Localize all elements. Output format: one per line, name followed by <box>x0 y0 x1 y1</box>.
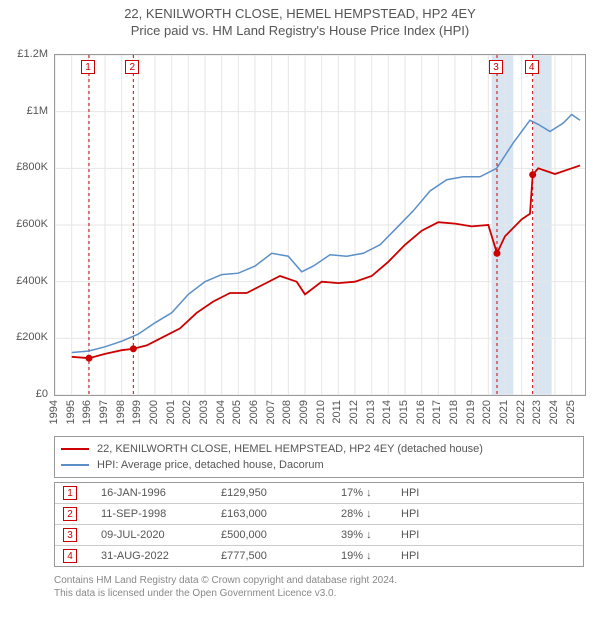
x-tick-label: 2001 <box>165 400 177 424</box>
x-tick-label: 2005 <box>231 400 243 424</box>
table-price: £500,000 <box>221 529 341 541</box>
x-tick-label: 2006 <box>248 400 260 424</box>
table-hpi-label: HPI <box>401 487 419 499</box>
x-tick-label: 2016 <box>415 400 427 424</box>
x-tick-label: 2004 <box>215 400 227 424</box>
x-tick-label: 2021 <box>498 400 510 424</box>
x-tick-label: 1996 <box>81 400 93 424</box>
x-tick-label: 2013 <box>365 400 377 424</box>
x-tick-label: 2011 <box>331 400 343 424</box>
y-tick-label: £1.2M <box>2 48 48 60</box>
x-tick-label: 2019 <box>465 400 477 424</box>
table-pct: 17% ↓ <box>341 487 401 499</box>
x-tick-label: 2022 <box>515 400 527 424</box>
table-pct: 28% ↓ <box>341 508 401 520</box>
legend-item: 22, KENILWORTH CLOSE, HEMEL HEMPSTEAD, H… <box>61 441 577 457</box>
x-tick-label: 2009 <box>298 400 310 424</box>
footer-line-2: This data is licensed under the Open Gov… <box>54 587 397 600</box>
table-date: 09-JUL-2020 <box>101 529 221 541</box>
table-marker: 1 <box>63 486 77 500</box>
legend-swatch <box>61 464 89 466</box>
table-row: 3 09-JUL-2020£500,00039% ↓HPI <box>55 524 583 545</box>
x-tick-label: 2025 <box>565 400 577 424</box>
x-tick-label: 1999 <box>131 400 143 424</box>
table-row: 4 31-AUG-2022£777,50019% ↓HPI <box>55 545 583 566</box>
table-date: 11-SEP-1998 <box>101 508 221 520</box>
legend-item: HPI: Average price, detached house, Daco… <box>61 457 577 473</box>
x-tick-label: 2007 <box>265 400 277 424</box>
transaction-marker: 1 <box>81 60 95 74</box>
footer-line-1: Contains HM Land Registry data © Crown c… <box>54 574 397 587</box>
table-hpi-label: HPI <box>401 550 419 562</box>
legend-label: 22, KENILWORTH CLOSE, HEMEL HEMPSTEAD, H… <box>97 443 483 455</box>
transaction-marker: 3 <box>489 60 503 74</box>
table-pct: 39% ↓ <box>341 529 401 541</box>
x-tick-label: 2014 <box>381 400 393 424</box>
x-tick-label: 1998 <box>115 400 127 424</box>
table-row: 2 11-SEP-1998£163,00028% ↓HPI <box>55 503 583 524</box>
x-tick-label: 1994 <box>48 400 60 424</box>
x-tick-label: 2000 <box>148 400 160 424</box>
y-tick-label: £1M <box>2 105 48 117</box>
title-block: 22, KENILWORTH CLOSE, HEMEL HEMPSTEAD, H… <box>0 0 600 40</box>
x-tick-label: 2023 <box>531 400 543 424</box>
table-hpi-label: HPI <box>401 529 419 541</box>
x-tick-label: 2002 <box>181 400 193 424</box>
x-tick-label: 2020 <box>481 400 493 424</box>
table-marker: 2 <box>63 507 77 521</box>
x-tick-label: 2024 <box>548 400 560 424</box>
x-tick-label: 1997 <box>98 400 110 424</box>
title-line-1: 22, KENILWORTH CLOSE, HEMEL HEMPSTEAD, H… <box>0 6 600 23</box>
x-tick-label: 2017 <box>431 400 443 424</box>
figure-root: 22, KENILWORTH CLOSE, HEMEL HEMPSTEAD, H… <box>0 0 600 620</box>
chart-plot-area <box>54 54 586 396</box>
x-tick-label: 2003 <box>198 400 210 424</box>
x-tick-label: 1995 <box>65 400 77 424</box>
table-date: 31-AUG-2022 <box>101 550 221 562</box>
table-pct: 19% ↓ <box>341 550 401 562</box>
x-tick-label: 2015 <box>398 400 410 424</box>
transaction-marker: 4 <box>525 60 539 74</box>
title-line-2: Price paid vs. HM Land Registry's House … <box>0 23 600 40</box>
x-tick-label: 2008 <box>281 400 293 424</box>
attribution-footer: Contains HM Land Registry data © Crown c… <box>54 574 397 600</box>
table-price: £777,500 <box>221 550 341 562</box>
table-date: 16-JAN-1996 <box>101 487 221 499</box>
table-hpi-label: HPI <box>401 508 419 520</box>
table-marker: 4 <box>63 549 77 563</box>
table-price: £163,000 <box>221 508 341 520</box>
legend-swatch <box>61 448 89 450</box>
y-tick-label: £600K <box>2 218 48 230</box>
x-tick-label: 2010 <box>315 400 327 424</box>
y-tick-label: £0 <box>2 388 48 400</box>
table-marker: 3 <box>63 528 77 542</box>
y-tick-label: £400K <box>2 275 48 287</box>
transactions-table: 116-JAN-1996£129,95017% ↓HPI211-SEP-1998… <box>54 482 584 567</box>
x-tick-label: 2012 <box>348 400 360 424</box>
x-tick-label: 2018 <box>448 400 460 424</box>
y-tick-label: £200K <box>2 331 48 343</box>
y-tick-label: £800K <box>2 161 48 173</box>
table-price: £129,950 <box>221 487 341 499</box>
transaction-marker: 2 <box>125 60 139 74</box>
table-row: 1 16-JAN-1996£129,95017% ↓HPI <box>55 483 583 503</box>
legend-box: 22, KENILWORTH CLOSE, HEMEL HEMPSTEAD, H… <box>54 436 584 478</box>
legend-label: HPI: Average price, detached house, Daco… <box>97 459 324 471</box>
